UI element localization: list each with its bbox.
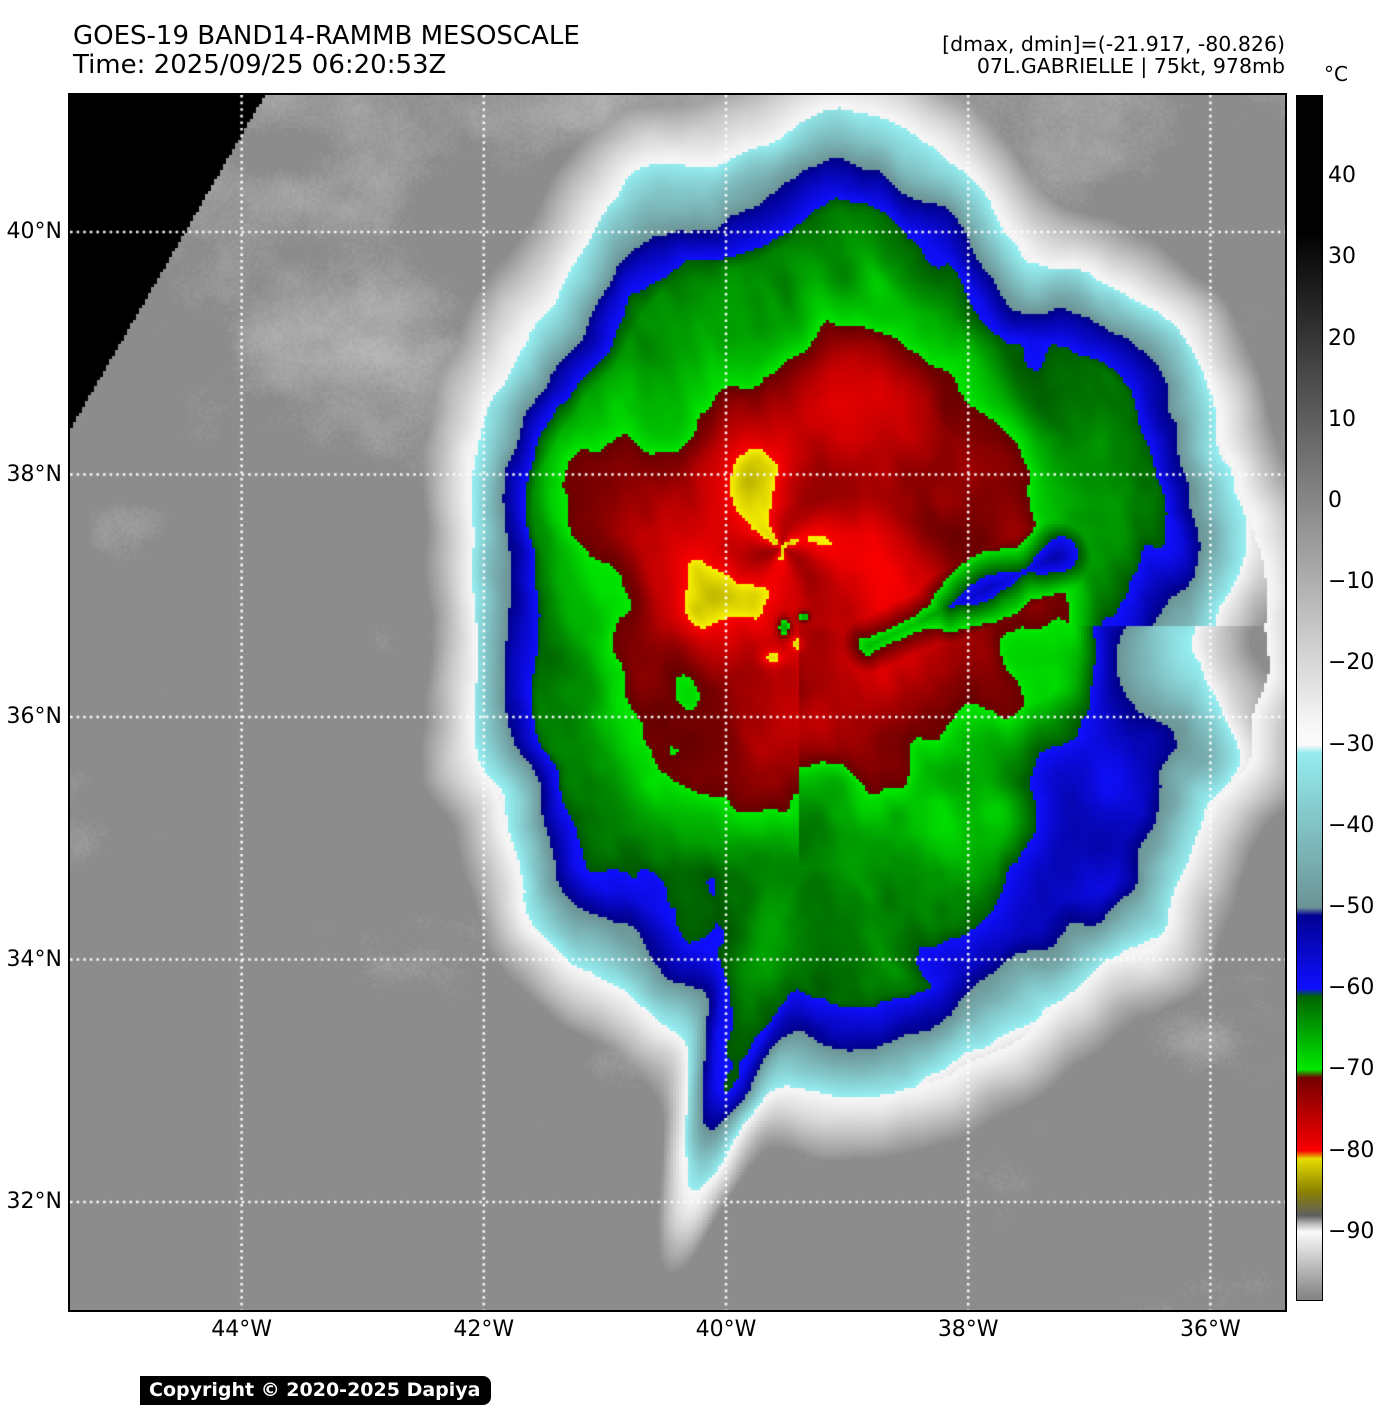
- lon-axis-label: 36°W: [1180, 1317, 1241, 1342]
- colorbar-tick-label: −80: [1328, 1137, 1375, 1163]
- lat-axis-label: 38°N: [6, 461, 62, 487]
- colorbar-tick-label: −70: [1328, 1056, 1375, 1082]
- colorbar: [1296, 95, 1323, 1301]
- colorbar-tick-label: 0: [1328, 487, 1342, 513]
- satellite-imagery-canvas: [70, 95, 1285, 1310]
- lon-axis-label: 40°W: [695, 1317, 757, 1342]
- lon-axis-label: 44°W: [211, 1317, 272, 1342]
- colorbar-tick-label: −60: [1328, 975, 1375, 1001]
- header-block: GOES-19 BAND14-RAMMB MESOSCALE Time: 202…: [73, 22, 580, 80]
- colorbar-tick-label: −90: [1328, 1218, 1375, 1244]
- satellite-product-page: { "header": { "title": "GOES-19 BAND14-R…: [6, 21, 1375, 1405]
- timestamp: Time: 2025/09/25 06:20:53Z: [73, 50, 447, 80]
- colorbar-unit-label: °C: [1324, 62, 1348, 86]
- lon-axis-label: 42°W: [453, 1317, 515, 1342]
- lat-axis-label: 32°N: [6, 1189, 62, 1214]
- lon-axis-label: 38°W: [937, 1317, 999, 1342]
- data-range-readout: [dmax, dmin]=(-21.917, -80.826): [942, 32, 1285, 56]
- page-title: GOES-19 BAND14-RAMMB MESOSCALE: [73, 21, 580, 51]
- colorbar-tick-label: −10: [1328, 569, 1375, 595]
- colorbar-tick-label: −30: [1328, 731, 1375, 757]
- colorbar-tick-label: 10: [1328, 406, 1356, 432]
- info-block: [dmax, dmin]=(-21.917, -80.826) 07L.GABR…: [942, 33, 1285, 77]
- lat-axis-label: 40°N: [6, 219, 62, 244]
- storm-status-readout: 07L.GABRIELLE | 75kt, 978mb: [976, 54, 1285, 78]
- copyright-watermark: Copyright © 2020-2025 Dapiya: [140, 1376, 492, 1405]
- map-panel: Copyright © 2020-2025 Dapiya: [70, 95, 1285, 1405]
- colorbar-tick-label: 20: [1328, 325, 1356, 351]
- lat-axis-label: 36°N: [6, 704, 62, 729]
- colorbar-tick-label: −40: [1328, 812, 1375, 838]
- lat-axis-label: 34°N: [6, 946, 62, 972]
- colorbar-tick-label: 40: [1328, 163, 1356, 189]
- colorbar-tick-label: −50: [1328, 893, 1375, 919]
- colorbar-tick-label: 30: [1328, 244, 1356, 270]
- colorbar-tick-label: −20: [1328, 650, 1375, 676]
